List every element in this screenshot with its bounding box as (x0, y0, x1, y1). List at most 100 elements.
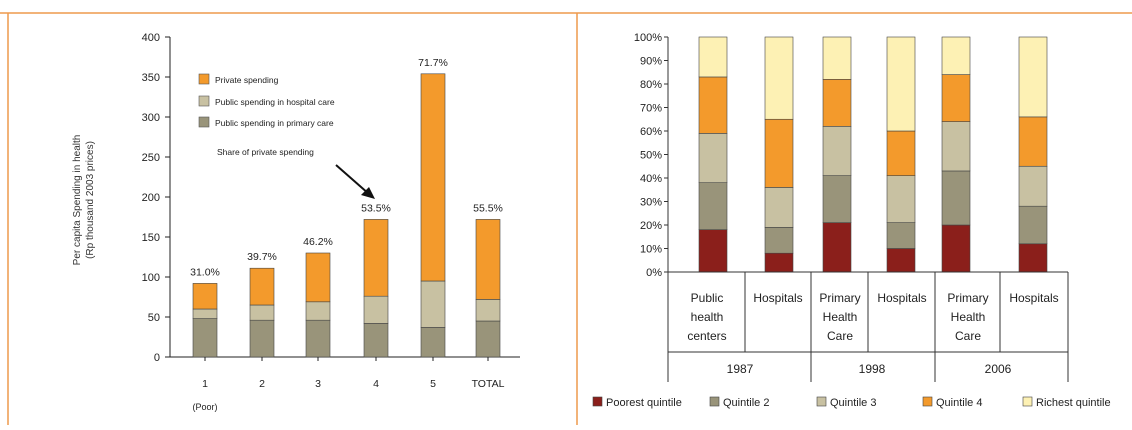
right-legend-label: Quintile 4 (936, 397, 982, 409)
right-group-label: 1998 (859, 362, 886, 376)
right-category-label: Care (827, 329, 853, 343)
left-bar-segment (249, 267, 275, 306)
left-bar-segment (249, 304, 275, 321)
left-data-label: 46.2% (303, 236, 333, 248)
right-bar-segment (822, 79, 852, 127)
right-bar-segment (822, 175, 852, 223)
left-y-axis-title-line-1: Per capita Spending in health (72, 135, 83, 266)
left-bar-segment (420, 327, 446, 358)
left-x-tick-label: TOTAL (472, 378, 505, 390)
right-category-label: Public (691, 291, 724, 305)
right-bars (698, 36, 1048, 273)
right-bar-segment (886, 130, 916, 176)
right-category-label: health (691, 310, 724, 324)
annotation-arrow-head (361, 187, 375, 199)
left-data-label: 55.5% (473, 202, 503, 214)
right-bar-segment (886, 222, 916, 249)
right-group-label: 1987 (727, 362, 754, 376)
share-annotation: Share of private spending (217, 147, 314, 157)
right-bar-segment (886, 248, 916, 273)
right-category-label: Health (951, 310, 986, 324)
left-x-tick-label: 5 (430, 378, 436, 390)
right-bar-segment (1018, 36, 1048, 118)
legend-swatch-public-hospital (198, 95, 210, 107)
right-legend-label: Richest quintile (1036, 397, 1111, 409)
right-legend-label: Quintile 2 (723, 397, 769, 409)
right-category-label: centers (687, 329, 726, 343)
right-bar-segment (941, 36, 971, 75)
left-y-tick-label: 200 (142, 192, 160, 204)
left-x-tick-label: 1 (202, 378, 208, 390)
legend-swatch-public-primary (198, 116, 210, 128)
right-chart: 0% 10% 20% 30% 40% 50% 60% 70% 80% 90% 100% Public… (592, 32, 1111, 409)
left-data-label: 71.7% (418, 57, 448, 69)
right-category-label: Hospitals (753, 291, 802, 305)
right-legend-label: Poorest quintile (606, 397, 682, 409)
left-bar-segment (192, 318, 218, 358)
left-y-tick-label: 0 (154, 352, 160, 364)
right-bar-segment (698, 36, 728, 78)
left-bar-segment (192, 308, 218, 319)
right-y-tick-label: 50% (640, 150, 662, 162)
left-y-tick-label: 350 (142, 72, 160, 84)
right-bar-segment (941, 74, 971, 122)
right-bar-segment (1018, 205, 1048, 245)
left-y-tick-label: 400 (142, 32, 160, 44)
right-category-label: Hospitals (877, 291, 926, 305)
right-legend-swatch (922, 396, 933, 407)
right-bar-segment (1018, 243, 1048, 273)
left-data-label: 31.0% (190, 266, 220, 278)
left-y-axis-title: Per capita Spending in health (Rp thousa… (72, 135, 96, 266)
right-bar-segment (941, 170, 971, 226)
left-x-tick-sublabel: (Poor) (192, 402, 217, 412)
right-bar-segment (698, 133, 728, 184)
right-y-tick-label: 40% (640, 173, 662, 185)
right-y-axis: 0% 10% 20% 30% 40% 50% 60% 70% 80% 90% 100% (634, 32, 669, 279)
left-bar-segment (420, 280, 446, 328)
right-legend-swatch (816, 396, 827, 407)
right-bar-segment (764, 187, 794, 228)
left-bar-segment (249, 319, 275, 358)
right-y-tick-label: 0% (646, 267, 662, 279)
right-legend-swatch (592, 396, 603, 407)
right-bar-segment (698, 76, 728, 134)
left-x-tick-label: 2 (259, 378, 265, 390)
left-bar-segment (475, 299, 501, 322)
left-data-labels: 31.0% 39.7% 46.2% 53.5% 71.7% 55.5% (190, 57, 503, 279)
right-legend-label: Quintile 3 (830, 397, 876, 409)
left-y-tick-label: 250 (142, 152, 160, 164)
left-y-tick-label: 50 (148, 312, 160, 324)
annotation-arrow-line (335, 164, 370, 195)
left-legend: Private spending Public spending in hosp… (198, 73, 335, 128)
right-bar-segment (822, 222, 852, 273)
left-bar-segment (420, 73, 446, 282)
right-bar-segment (764, 36, 794, 120)
legend-label-public-hospital: Public spending in hospital care (215, 97, 335, 107)
right-bar-segment (886, 175, 916, 223)
left-data-label: 53.5% (361, 202, 391, 214)
left-bar-segment (363, 295, 389, 324)
left-chart: Per capita Spending in health (Rp thousa… (72, 32, 520, 412)
left-bar-segment (475, 219, 501, 300)
left-bar-segment (192, 283, 218, 310)
left-bar-segment (363, 219, 389, 297)
right-y-tick-label: 30% (640, 197, 662, 209)
right-bar-segment (1018, 165, 1048, 207)
right-x-axis: Public health centers Hospitals Primary Healt… (667, 271, 1069, 382)
left-y-tick-label: 100 (142, 272, 160, 284)
right-bar-segment (941, 224, 971, 273)
left-y-tick-label: 150 (142, 232, 160, 244)
right-bar-segment (822, 36, 852, 80)
legend-label-public-primary: Public spending in primary care (215, 118, 334, 128)
left-x-tick-label: 3 (315, 378, 321, 390)
right-y-tick-label: 90% (640, 56, 662, 68)
right-bar-segment (1018, 116, 1048, 167)
right-legend-swatch (1022, 396, 1033, 407)
left-x-tick-label: 4 (373, 378, 379, 390)
legend-label-private: Private spending (215, 75, 279, 85)
right-bar-segment (764, 118, 794, 188)
right-legend: Poorest quintile Quintile 2 Quintile 3 Quin… (592, 396, 1111, 409)
right-y-tick-label: 10% (640, 244, 662, 256)
